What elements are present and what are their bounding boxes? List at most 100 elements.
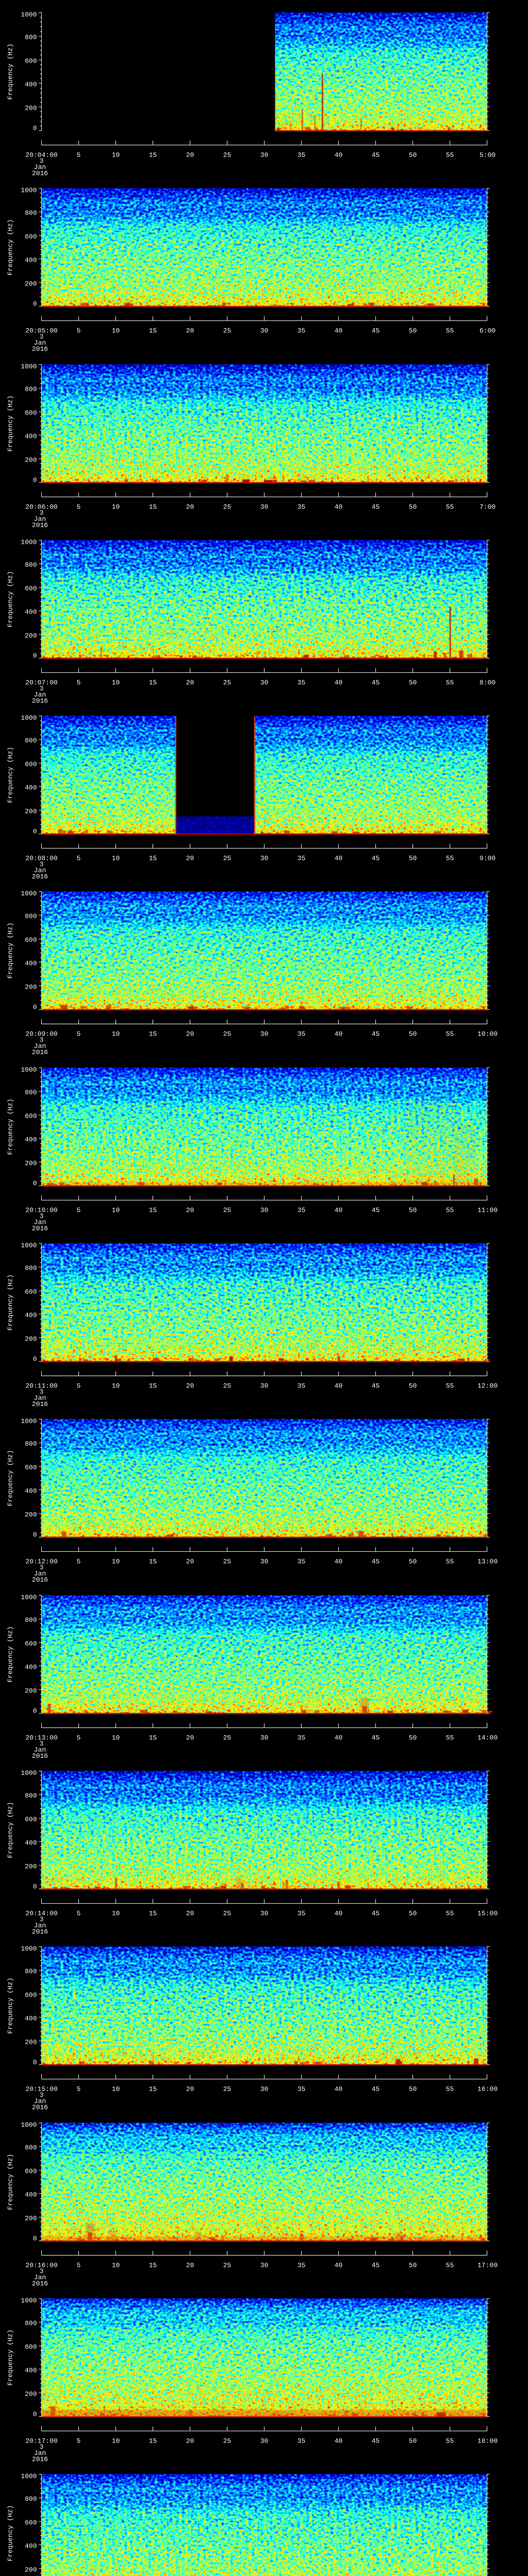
svg-text:2016: 2016 [32, 521, 48, 529]
svg-text:20:06:00: 20:06:00 [25, 503, 57, 511]
svg-text:55: 55 [446, 2437, 454, 2445]
svg-text:0: 0 [33, 828, 37, 836]
svg-text:5: 5 [77, 1030, 81, 1038]
svg-text:Jan: Jan [34, 1394, 46, 1402]
svg-text:15: 15 [149, 2085, 157, 2093]
svg-text:0: 0 [33, 2059, 37, 2066]
svg-text:1000: 1000 [21, 1594, 37, 1601]
svg-text:45: 45 [372, 151, 380, 159]
svg-text:800: 800 [25, 2319, 37, 2327]
svg-text:35: 35 [298, 679, 306, 686]
svg-text:45: 45 [372, 2437, 380, 2445]
svg-text:55: 55 [446, 1734, 454, 1741]
svg-text:40: 40 [335, 1909, 343, 1917]
svg-text:30: 30 [260, 679, 269, 686]
svg-text:5: 5 [77, 503, 81, 511]
svg-text:10: 10 [112, 854, 120, 862]
svg-text:20: 20 [186, 327, 194, 334]
svg-text:Jan: Jan [34, 2097, 46, 2105]
svg-text:200: 200 [25, 1687, 37, 1694]
svg-text:800: 800 [25, 33, 37, 41]
svg-text:600: 600 [25, 2343, 37, 2351]
svg-text:15: 15 [149, 679, 157, 686]
svg-text:20:12:00: 20:12:00 [25, 1557, 57, 1565]
svg-text:15: 15 [149, 2437, 157, 2445]
svg-text:10: 10 [112, 2085, 120, 2093]
svg-text:25: 25 [223, 1557, 232, 1565]
svg-text:1000: 1000 [21, 2121, 37, 2129]
svg-text:35: 35 [298, 1734, 306, 1741]
svg-text:200: 200 [25, 2390, 37, 2398]
svg-text:Frequency (Hz): Frequency (Hz) [7, 1274, 14, 1330]
svg-text:800: 800 [25, 1792, 37, 1800]
svg-text:1000: 1000 [21, 538, 37, 546]
svg-text:30: 30 [260, 1734, 269, 1741]
svg-text:40: 40 [335, 1030, 343, 1038]
svg-text:5: 5 [77, 1734, 81, 1741]
svg-text:10: 10 [112, 2437, 120, 2445]
svg-text:50: 50 [409, 1030, 417, 1038]
svg-text:40: 40 [335, 503, 343, 511]
svg-text:20:07:00: 20:07:00 [25, 679, 57, 686]
svg-text:5: 5 [77, 1557, 81, 1565]
svg-text:45: 45 [372, 1206, 380, 1214]
svg-text:55: 55 [446, 854, 454, 862]
svg-text:Frequency (Hz): Frequency (Hz) [7, 1450, 14, 1506]
svg-text:10: 10 [112, 503, 120, 511]
svg-text:55: 55 [446, 1382, 454, 1389]
svg-text:35: 35 [298, 1206, 306, 1214]
svg-text:800: 800 [25, 1616, 37, 1624]
svg-text:3: 3 [40, 333, 44, 341]
svg-text:2016: 2016 [32, 345, 48, 353]
svg-text:35: 35 [298, 503, 306, 511]
svg-text:1000: 1000 [21, 714, 37, 722]
svg-text:800: 800 [25, 2495, 37, 2503]
svg-text:20:05:00: 20:05:00 [25, 327, 57, 334]
svg-text:0: 0 [33, 1355, 37, 1363]
svg-text:5: 5 [77, 854, 81, 862]
svg-text:5: 5 [77, 2085, 81, 2093]
svg-text:5: 5 [77, 2437, 81, 2445]
svg-text:40: 40 [335, 151, 343, 159]
svg-text:30: 30 [260, 2085, 269, 2093]
svg-text:35: 35 [298, 854, 306, 862]
svg-text:10: 10 [112, 151, 120, 159]
svg-text:15: 15 [149, 503, 157, 511]
svg-text:50: 50 [409, 503, 417, 511]
svg-text:0: 0 [33, 1531, 37, 1539]
svg-text:400: 400 [25, 2015, 37, 2023]
svg-text:Frequency (Hz): Frequency (Hz) [7, 2154, 14, 2210]
svg-text:2016: 2016 [32, 1928, 48, 1936]
svg-text:1000: 1000 [21, 363, 37, 370]
svg-text:25: 25 [223, 2085, 232, 2093]
svg-text:400: 400 [25, 257, 37, 264]
svg-text:2016: 2016 [32, 2455, 48, 2463]
svg-text:50: 50 [409, 1734, 417, 1741]
svg-text:15: 15 [149, 1382, 157, 1389]
svg-text:35: 35 [298, 1030, 306, 1038]
svg-text:11:00: 11:00 [477, 1206, 498, 1214]
svg-text:45: 45 [372, 1557, 380, 1565]
svg-text:45: 45 [372, 679, 380, 686]
svg-text:800: 800 [25, 912, 37, 920]
svg-text:25: 25 [223, 2261, 232, 2269]
svg-text:3: 3 [40, 157, 44, 165]
svg-text:0: 0 [33, 2235, 37, 2243]
svg-text:20: 20 [186, 854, 194, 862]
svg-text:3: 3 [40, 1740, 44, 1748]
svg-text:800: 800 [25, 1968, 37, 1975]
svg-text:0: 0 [33, 2411, 37, 2418]
svg-text:25: 25 [223, 151, 232, 159]
svg-text:25: 25 [223, 1382, 232, 1389]
svg-text:40: 40 [335, 327, 343, 334]
svg-text:45: 45 [372, 2085, 380, 2093]
svg-text:Jan: Jan [34, 1922, 46, 1929]
svg-text:3: 3 [40, 2443, 44, 2451]
svg-text:35: 35 [298, 327, 306, 334]
svg-text:10: 10 [112, 679, 120, 686]
svg-text:Frequency (Hz): Frequency (Hz) [7, 43, 14, 99]
svg-text:10: 10 [112, 2261, 120, 2269]
svg-text:Frequency (Hz): Frequency (Hz) [7, 1977, 14, 2033]
svg-text:3: 3 [40, 1212, 44, 1220]
svg-text:20:04:00: 20:04:00 [25, 151, 57, 159]
